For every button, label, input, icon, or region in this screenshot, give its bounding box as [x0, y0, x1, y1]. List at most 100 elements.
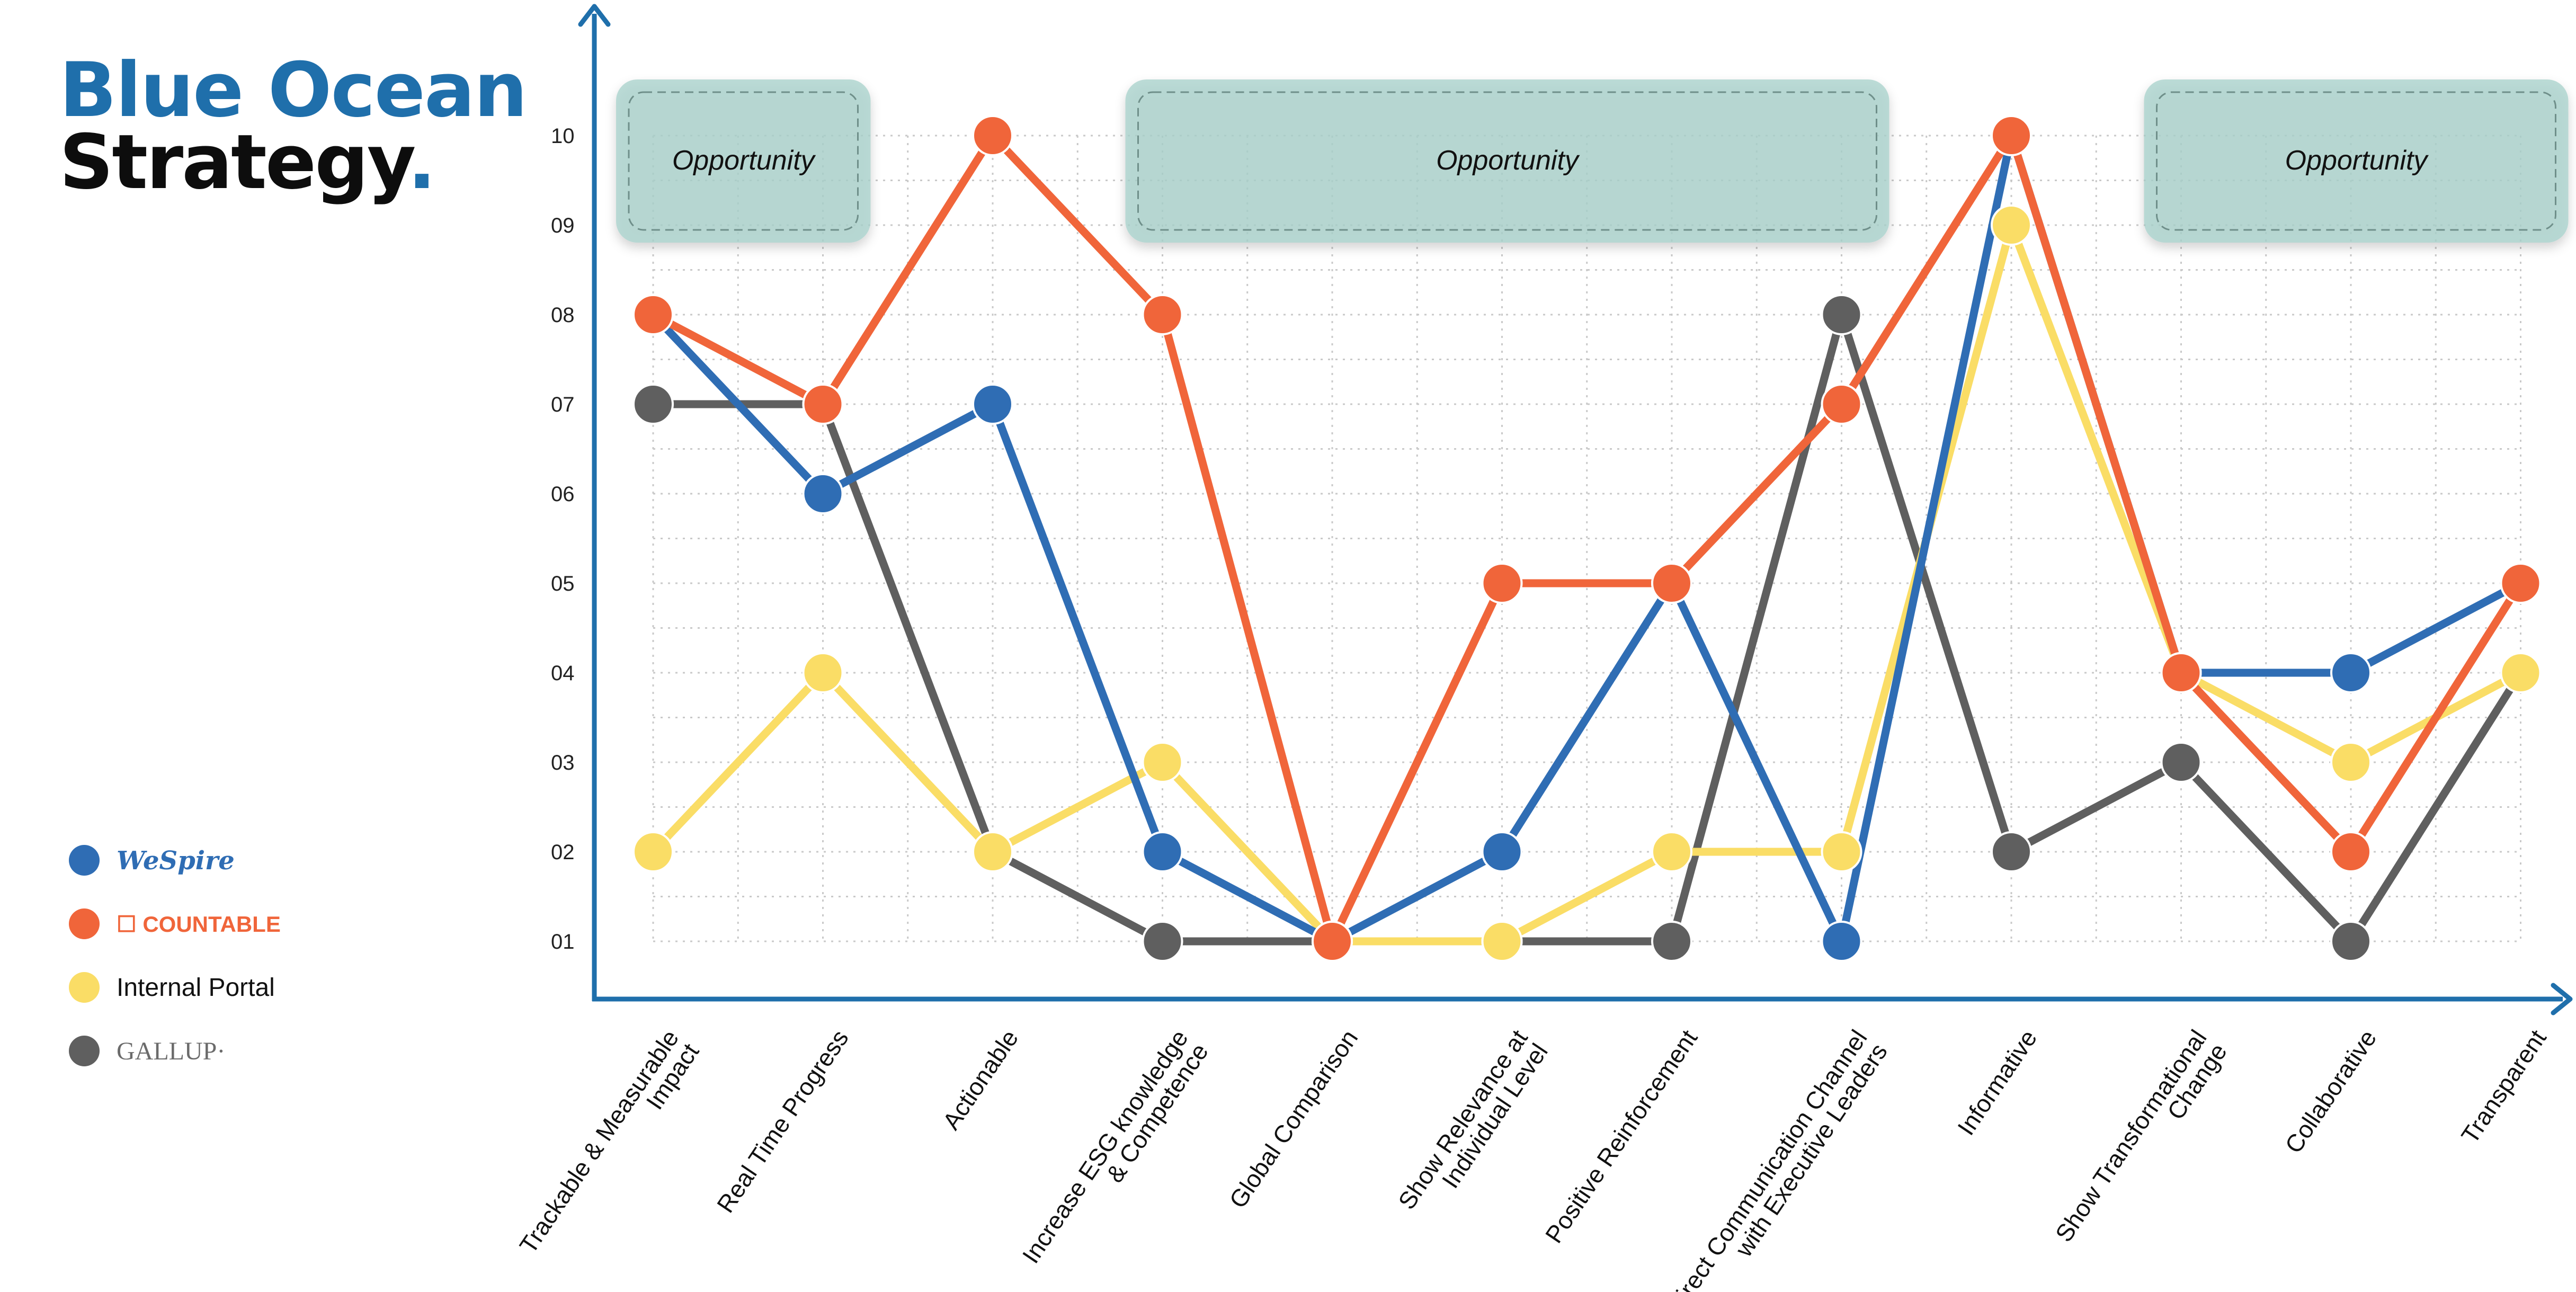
legend-label-gallup: GALLUP· — [117, 1037, 226, 1065]
series-line-wespire — [649, 131, 2525, 946]
brand-logo: Blue Ocean Strategy. — [59, 47, 528, 200]
opportunity-label: Opportunity — [672, 145, 816, 176]
point-countable — [802, 384, 844, 425]
legend-swatch-countable — [69, 908, 100, 939]
x-tick-label-line: Real Time Progress — [711, 1025, 854, 1218]
y-tick-label: 07 — [551, 393, 575, 416]
opportunity-box — [1125, 79, 1889, 243]
point-countable — [1481, 563, 1523, 604]
point-wespire — [1481, 831, 1523, 872]
opportunity-box — [2144, 79, 2569, 243]
point-internal-portal — [632, 831, 674, 872]
point-countable — [2160, 652, 2202, 693]
opportunity-box-border — [2156, 91, 2556, 231]
y-tick-label: 06 — [551, 483, 575, 506]
x-tick-label-line: Collaborative — [2279, 1025, 2382, 1159]
point-gallup — [632, 384, 674, 425]
point-gallup — [2330, 921, 2372, 962]
point-internal-portal — [1651, 831, 1692, 872]
point-countable — [1821, 384, 1862, 425]
y-tick-label: 08 — [551, 304, 575, 327]
series-line-countable — [649, 131, 2525, 946]
point-gallup — [2160, 742, 2202, 783]
point-gallup — [1991, 831, 2032, 872]
y-tick-label: 05 — [551, 572, 575, 595]
x-tick-label: Collaborative — [2279, 1025, 2382, 1159]
legend-label-countable: ☐ COUNTABLE — [117, 912, 281, 937]
opportunity-zone-1: Opportunity — [616, 79, 871, 243]
x-tick-label-line: Global Comparison — [1224, 1025, 1363, 1214]
y-axis-arrowhead — [578, 4, 611, 27]
x-tick-label-line: with Executive Leaders — [1730, 1038, 1893, 1262]
x-tick-label-line: Trackable & Measurable — [514, 1025, 684, 1259]
x-tick-label-line: Positive Reinforcement — [1540, 1024, 1703, 1248]
x-tick-label: Transparent — [2456, 1024, 2552, 1148]
y-tick-label: 03 — [551, 751, 575, 774]
x-tick-label: Informative — [1952, 1025, 2042, 1140]
x-tick-label-line: Transparent — [2456, 1024, 2552, 1148]
x-tick-label-line: Direct Communication Channel — [1661, 1025, 1873, 1292]
y-tick-label: 04 — [551, 662, 575, 685]
opportunity-label: Opportunity — [2285, 145, 2429, 176]
point-countable — [972, 115, 1013, 156]
x-tick-label-line: Actionable — [937, 1025, 1023, 1135]
x-tick-label: Real Time Progress — [711, 1025, 854, 1218]
point-countable — [1142, 294, 1183, 335]
point-internal-portal — [1142, 742, 1183, 783]
series-line-internal-portal — [649, 221, 2525, 946]
point-countable — [632, 294, 674, 335]
legend-swatch-wespire — [69, 845, 100, 876]
opportunity-zone-2: Opportunity — [1125, 79, 1889, 243]
brand-title-dot: . — [407, 119, 436, 206]
y-tick-labels: 01 02 03 04 05 06 07 08 09 10 — [551, 124, 575, 954]
x-tick-label-line: Show Transformational — [2050, 1025, 2212, 1247]
x-axis-arrowhead — [2551, 983, 2573, 1015]
opportunity-box — [616, 79, 871, 243]
opportunity-label: Opportunity — [1436, 145, 1580, 176]
point-wespire — [1142, 831, 1183, 872]
brand-title-line2: Strategy. — [59, 125, 527, 200]
point-wespire — [972, 384, 1013, 425]
x-tick-label: Positive Reinforcement — [1540, 1024, 1703, 1248]
x-tick-label: Increase ESG knowledge& Competence — [1017, 1025, 1214, 1268]
brand-title-word: Strategy — [59, 119, 409, 206]
point-countable — [2330, 831, 2372, 872]
point-gallup — [1142, 921, 1183, 962]
legend-swatch-internal-portal — [69, 972, 100, 1003]
opportunity-zone-3: Opportunity — [2144, 79, 2569, 243]
opportunity-box-border — [628, 91, 859, 231]
y-tick-label: 01 — [551, 930, 575, 954]
legend-label-wespire: WeSpire — [117, 846, 235, 876]
grid — [652, 135, 2521, 942]
point-wespire — [1821, 921, 1862, 962]
y-tick-label: 02 — [551, 841, 575, 864]
x-tick-label: Global Comparison — [1224, 1025, 1363, 1214]
legend-swatch-gallup — [69, 1036, 100, 1066]
point-internal-portal — [972, 831, 1013, 872]
y-tick-label: 10 — [551, 124, 575, 148]
x-tick-label: Actionable — [937, 1025, 1023, 1135]
point-countable — [1991, 115, 2032, 156]
point-internal-portal — [1481, 921, 1523, 962]
point-gallup — [1821, 294, 1862, 335]
point-internal-portal — [1821, 831, 1862, 872]
legend-label-internal-portal: Internal Portal — [117, 974, 275, 1002]
axes — [578, 4, 2573, 1015]
y-tick-label: 09 — [551, 214, 575, 237]
point-countable — [2500, 563, 2542, 604]
point-wespire — [802, 473, 844, 514]
point-wespire — [2330, 652, 2372, 693]
point-internal-portal — [2330, 742, 2372, 783]
x-tick-label-line: Informative — [1952, 1025, 2042, 1140]
opportunity-box-border — [1137, 91, 1877, 231]
series-line-gallup — [649, 310, 2525, 946]
brand-title-line1: Blue Ocean — [59, 47, 528, 134]
point-internal-portal — [802, 652, 844, 693]
point-internal-portal — [1991, 204, 2032, 246]
